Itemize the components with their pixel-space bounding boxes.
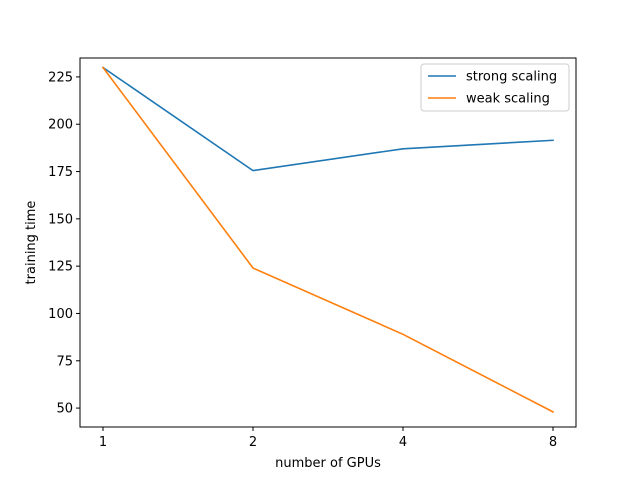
plot-area (101, 66, 555, 413)
series-line-1 (101, 66, 554, 172)
x-tick-label: 8 (549, 435, 557, 450)
series-line-2 (101, 66, 555, 413)
y-tick-label: 125 (48, 260, 73, 275)
legend-label: weak scaling (466, 92, 550, 107)
axes-frame (79, 57, 577, 428)
y-tick-label: 75 (56, 354, 73, 369)
legend-box (420, 63, 570, 112)
y-tick-label: 150 (48, 212, 73, 227)
x-tick-label: 4 (399, 435, 407, 450)
x-axis-label: number of GPUs (275, 456, 381, 471)
y-tick-label: 175 (48, 165, 73, 180)
x-tick-label: 1 (99, 435, 107, 450)
y-tick-label: 50 (56, 402, 73, 417)
y-tick-label: 225 (48, 70, 73, 85)
x-axis: 1 2 4 8 (99, 427, 557, 450)
y-tick-label: 100 (48, 307, 73, 322)
y-axis: 50 75 100 125 150 175 200 225 (48, 70, 80, 417)
legend-label: strong scaling (466, 70, 557, 85)
legend: strong scaling weak scaling (420, 63, 570, 112)
y-axis-label: training time (24, 201, 39, 285)
y-tick-label: 200 (48, 118, 73, 133)
x-tick-label: 2 (249, 435, 257, 450)
